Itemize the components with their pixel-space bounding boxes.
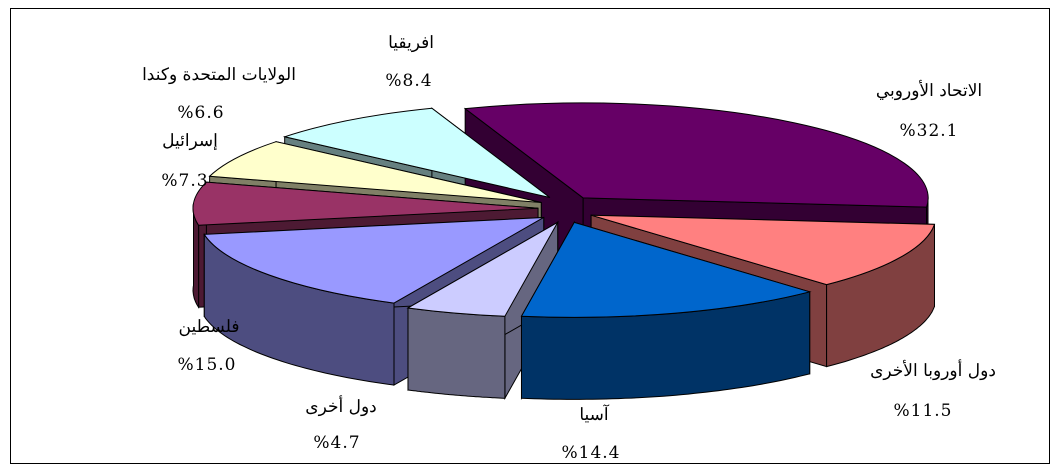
slice-label-asia: آسيا: [579, 405, 609, 425]
slice-label-africa: افريقيا: [388, 33, 434, 53]
slice-value-other-europe: %11.5: [893, 401, 953, 421]
slice-usa-canada: [208, 141, 542, 203]
slice-eu: [463, 102, 929, 208]
slice-palestine: [203, 216, 544, 304]
slice-israel: [192, 181, 539, 226]
slice-other-countries: [406, 221, 560, 317]
slice-value-usa-canada: %6.6: [177, 103, 225, 123]
slice-label-eu: الاتحاد الأوروبي: [875, 81, 983, 101]
slice-value-palestine: %15.0: [177, 355, 237, 375]
slice-label-usa-canada: الولايات المتحدة وكندا: [142, 65, 296, 85]
slice-value-asia: %14.4: [561, 443, 621, 463]
slice-label-israel: إسرائيل: [162, 131, 218, 151]
chart-frame: الاتحاد الأوروبي %32.1 دول أوروبا الأخرى…: [10, 8, 1050, 464]
slice-value-eu: %32.1: [899, 121, 959, 141]
slice-value-africa: %8.4: [385, 71, 433, 91]
slice-africa: [282, 107, 551, 199]
pie-top-layer: [192, 102, 936, 318]
slice-value-israel: %7.3: [161, 171, 209, 191]
slice-label-palestine: فلسطين: [178, 317, 240, 337]
pie-chart: [192, 102, 936, 401]
slice-label-other-europe: دول أوروبا الأخرى: [870, 361, 996, 381]
slice-asia: [520, 221, 812, 318]
slice-label-other-countries: دول أخرى: [305, 397, 377, 417]
slice-other-europe: [590, 214, 936, 286]
slice-value-other-countries: %4.7: [313, 433, 361, 453]
slice-wall-other-countries: [407, 307, 506, 399]
